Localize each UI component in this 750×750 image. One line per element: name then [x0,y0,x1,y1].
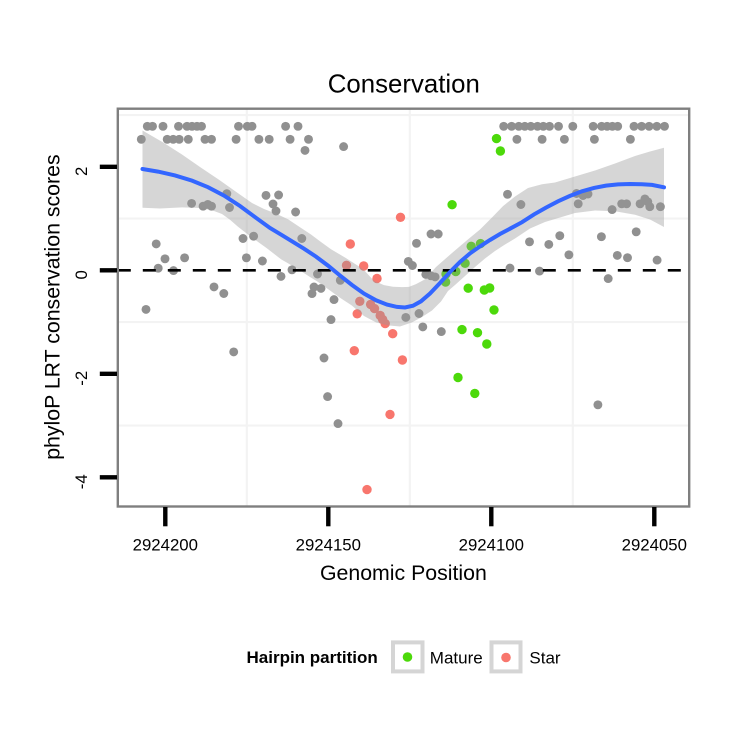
svg-text:Mature: Mature [430,648,483,667]
svg-text:Conservation: Conservation [328,71,480,99]
svg-text:2924150: 2924150 [296,535,361,554]
svg-text:0: 0 [72,270,91,279]
svg-text:2: 2 [72,167,91,176]
svg-text:phyloP LRT conservation scores: phyloP LRT conservation scores [41,154,65,459]
svg-text:2924200: 2924200 [133,535,198,554]
svg-text:Star: Star [529,648,561,667]
svg-text:Hairpin partition: Hairpin partition [247,648,378,667]
svg-text:2924100: 2924100 [459,535,524,554]
svg-text:Genomic Position: Genomic Position [320,561,487,585]
svg-text:2924050: 2924050 [622,535,687,554]
svg-text:-2: -2 [72,371,91,386]
svg-text:-4: -4 [72,474,91,489]
